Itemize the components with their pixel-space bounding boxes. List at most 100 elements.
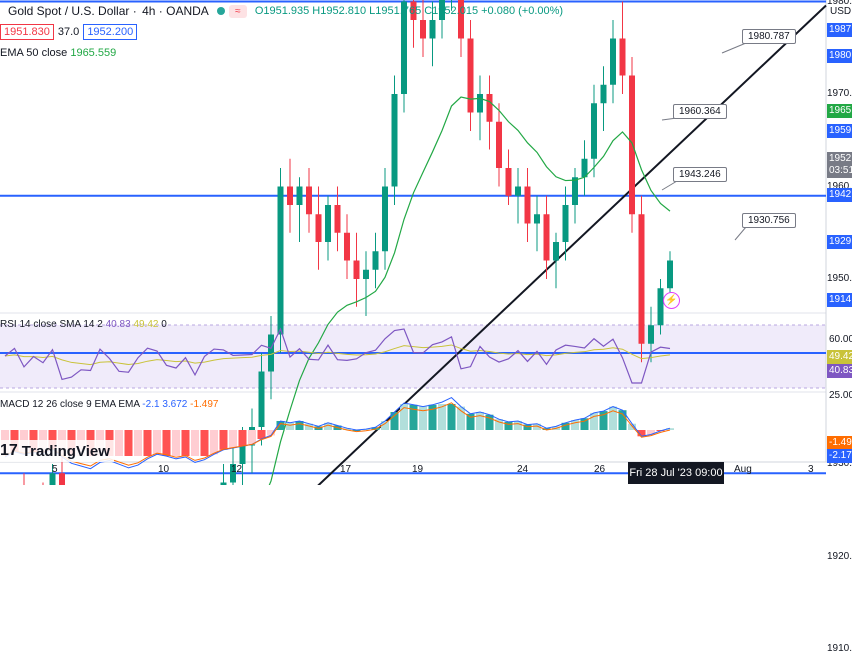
- macd-histogram-bar: [381, 421, 389, 430]
- candle-body: [59, 473, 65, 485]
- macd-legend[interactable]: MACD 12 26 close 9 EMA EMA -2.1 3.672 -1…: [0, 399, 218, 410]
- macd-histogram-bar: [590, 412, 598, 430]
- spread-value: 37.0: [57, 26, 80, 38]
- macd-histogram-bar: [153, 430, 161, 455]
- callout-pointer: [734, 226, 747, 241]
- macd-histogram-bar: [267, 430, 275, 436]
- rsi-value: 40.83: [105, 319, 131, 330]
- price-axis-label: 1950.0: [827, 273, 852, 284]
- candle-body: [648, 325, 654, 344]
- time-axis-label: 3: [808, 464, 814, 475]
- macd-histogram-bar: [305, 423, 313, 430]
- macd-histogram-bar: [286, 422, 294, 430]
- macd-histogram-bar: [124, 430, 133, 456]
- macd-axis-label: -1.49: [827, 436, 852, 450]
- macd-histogram-bar: [561, 422, 570, 430]
- candle-body: [49, 473, 56, 485]
- interval-label[interactable]: 4h: [142, 4, 156, 18]
- price-callout[interactable]: 1980.787: [742, 29, 796, 44]
- price-axis-label: 1960.0: [827, 180, 852, 192]
- macd-histogram-bar: [143, 430, 152, 456]
- macd-axis-label: 25.00: [829, 390, 852, 401]
- macd-histogram-bar: [295, 421, 304, 430]
- currency-label: USD: [830, 6, 852, 17]
- candle-body: [372, 251, 379, 270]
- macd-histogram-bar: [181, 430, 190, 456]
- price-axis-label: 1930.0: [827, 458, 852, 469]
- price-tag[interactable]: 1942.0: [827, 188, 852, 202]
- candle-body: [315, 214, 322, 242]
- symbol-title[interactable]: Gold Spot / U.S. Dollar: [8, 4, 130, 18]
- ema-legend[interactable]: EMA 50 close 1965.559: [0, 47, 116, 59]
- macd-histogram-bar: [257, 430, 266, 439]
- broker-label: OANDA: [166, 4, 209, 18]
- tradingview-wordmark: TradingView: [21, 442, 110, 460]
- price-source-icon[interactable]: ≈: [228, 4, 247, 18]
- rsi-band: [0, 325, 826, 388]
- ema-label: EMA 50 close: [0, 47, 68, 59]
- sell-price-button[interactable]: 1951.830: [0, 24, 54, 40]
- candle-body: [220, 482, 227, 485]
- separator: ·: [158, 4, 163, 18]
- price-tag[interactable]: 1952.0: [827, 152, 852, 166]
- price-tag[interactable]: 1914.0: [827, 293, 852, 307]
- macd-histogram-bar: [514, 421, 522, 430]
- tradingview-mark-icon: 17: [0, 442, 18, 459]
- macd-histogram-bar: [238, 430, 247, 447]
- candle-body: [239, 445, 246, 464]
- price-tag[interactable]: 1959.0: [827, 124, 852, 138]
- macd-histogram-bar: [495, 419, 503, 430]
- price-callout[interactable]: 1930.756: [742, 213, 796, 228]
- rsi-extra-value: 0: [161, 319, 167, 330]
- candle-body: [306, 186, 312, 215]
- candle-body: [334, 205, 341, 233]
- macd-histogram-bar: [162, 430, 171, 456]
- time-axis-label: 19: [412, 464, 424, 475]
- buy-price-button[interactable]: 1952.200: [83, 24, 138, 40]
- candle-body: [467, 38, 474, 113]
- candle-body: [562, 205, 569, 242]
- price-callout[interactable]: 1960.364: [673, 104, 727, 119]
- price-tag[interactable]: 1965.5: [827, 104, 852, 118]
- macd-histogram-bar: [48, 430, 57, 449]
- candle-body: [287, 186, 293, 205]
- time-axis-label: 17: [340, 464, 352, 475]
- callout-pointer: [661, 180, 678, 191]
- macd-histogram-bar: [229, 430, 237, 448]
- crosshair-time-label: Fri 28 Jul '23 09:00: [628, 462, 724, 484]
- macd-histogram-bar: [457, 406, 465, 430]
- market-open-dot-icon: [216, 7, 225, 15]
- macd-histogram-bar: [400, 404, 408, 430]
- candle-body: [610, 38, 616, 85]
- candle-body: [458, 0, 464, 39]
- macd-histogram-bar: [580, 418, 589, 430]
- macd-histogram-bar: [447, 404, 456, 430]
- macd-histogram-bar: [409, 404, 418, 430]
- macd-histogram-bar: [200, 430, 209, 456]
- macd-histogram-bar: [134, 430, 142, 456]
- chart-header: Gold Spot / U.S. Dollar · 4h · OANDA ≈ O…: [0, 0, 563, 22]
- macd-label: MACD 12 26 close 9 EMA EMA: [0, 399, 140, 410]
- rsi-axis-label: 60.00: [829, 334, 852, 345]
- candle-body: [258, 371, 265, 427]
- price-axis-label: 1980.0: [827, 0, 852, 7]
- rsi-legend[interactable]: RSI 14 close SMA 14 2 40.83 49.42 0: [0, 319, 167, 330]
- macd-histogram-bar: [390, 412, 399, 430]
- price-tag[interactable]: 1980.0: [827, 49, 852, 63]
- price-tag[interactable]: 1987.0: [827, 23, 852, 37]
- macd-histogram-bar: [276, 421, 285, 430]
- event-flag-icon[interactable]: ⚡: [663, 292, 680, 309]
- rsi-ma-value: 49.42: [133, 319, 159, 330]
- candle-body: [667, 260, 673, 289]
- macd-histogram-bar: [618, 410, 627, 430]
- candle-body: [439, 0, 445, 20]
- price-tag[interactable]: 03:51: [827, 164, 852, 178]
- rsi-axis-label: 49.42: [827, 350, 852, 364]
- candle-body: [344, 232, 350, 261]
- price-tag[interactable]: 1929.0: [827, 235, 852, 249]
- chart-canvas[interactable]: [0, 0, 852, 485]
- candle-body: [553, 242, 559, 261]
- macd-histogram-bar: [191, 430, 199, 456]
- tradingview-logo[interactable]: 17 TradingView: [0, 440, 114, 462]
- price-callout[interactable]: 1943.246: [673, 167, 727, 182]
